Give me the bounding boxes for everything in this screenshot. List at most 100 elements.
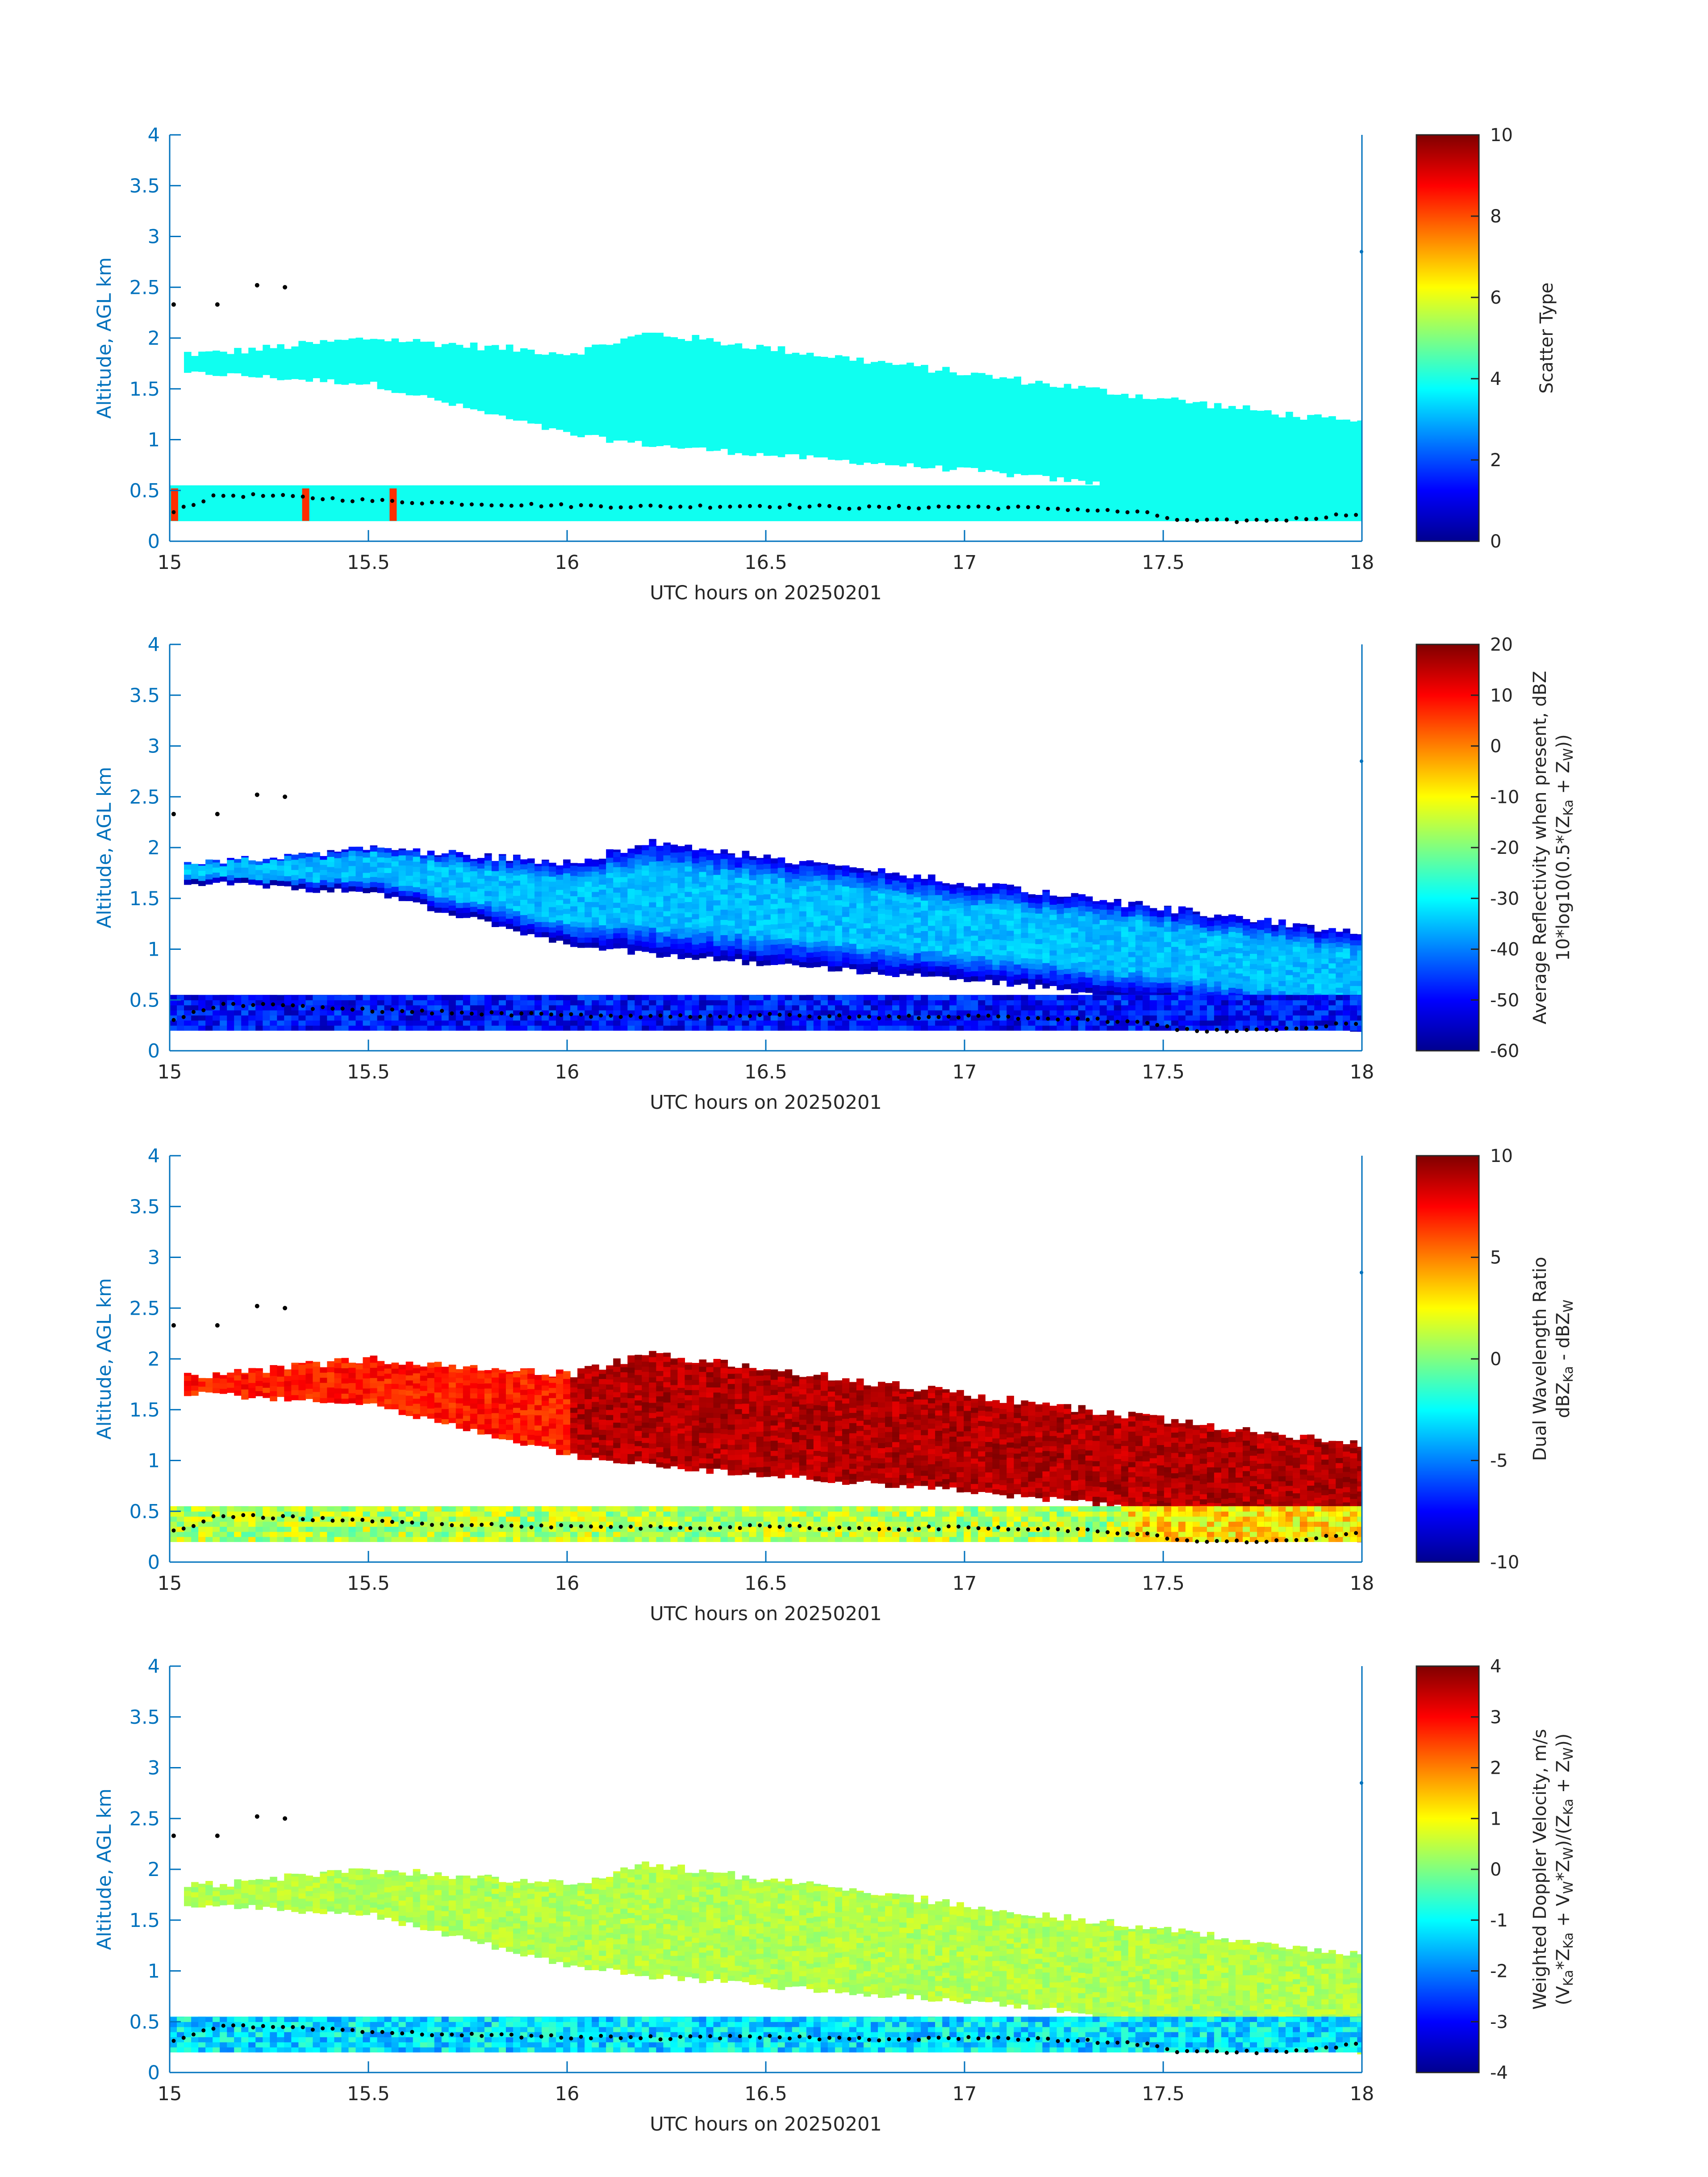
cloud-base-dot	[827, 2035, 831, 2040]
cloud-base-dot	[1175, 1538, 1179, 1542]
colorbar-tick-label: -60	[1490, 1041, 1519, 1061]
cloud-base-dot	[1254, 1540, 1259, 1544]
cloud-base-dot	[738, 2034, 742, 2039]
x-tick-label: 17.5	[1142, 1572, 1185, 1595]
y-tick-label: 2.5	[129, 1808, 160, 1830]
cloud-base-dot	[628, 2035, 633, 2039]
cloud-base-dot	[1016, 2038, 1020, 2042]
cloud-base-dots	[171, 250, 1363, 524]
cloud-base-dot	[489, 503, 494, 508]
cloud-base-dot	[1205, 1029, 1209, 1034]
x-tick-label: 15	[158, 2083, 182, 2105]
cloud-base-dot	[639, 504, 643, 508]
cloud-base-dot	[1294, 2048, 1299, 2052]
heatmap	[170, 839, 1362, 1032]
cloud-base-dot	[777, 505, 782, 510]
cloud-base-dot	[917, 2038, 921, 2042]
colorbar-label-formula: (VKa*ZKa + VW*ZW)/(ZKa + ZW))	[1553, 1734, 1576, 2006]
cloud-base-dot	[1026, 1527, 1030, 1532]
cloud-base-dot	[529, 1525, 534, 1529]
cloud-base-dot	[350, 1517, 355, 1522]
cloud-base-dot	[1284, 1026, 1289, 1031]
cloud-base-dot	[678, 2035, 683, 2039]
cloud-base-dot	[599, 504, 603, 509]
cloud-base-dot	[837, 506, 842, 510]
x-tick-label: 15.5	[347, 1061, 390, 1083]
cloud-base-dot	[1244, 2048, 1249, 2053]
subscript: W	[1561, 1881, 1576, 1894]
cloud-base-dot	[1125, 2040, 1130, 2044]
cloud-base-dot	[748, 1523, 752, 1527]
cloud-base-dot	[579, 1012, 583, 1017]
cloud-base-dot	[310, 2027, 315, 2032]
y-tick-label: 3.5	[129, 1706, 160, 1729]
x-tick-label: 18	[1350, 2083, 1374, 2105]
cloud-base-dot	[777, 1012, 782, 1017]
cloud-base-dot	[986, 1013, 990, 1018]
cloud-base-dot	[410, 1010, 414, 1014]
cloud-base-dot	[569, 1524, 573, 1528]
cloud-base-dot	[1344, 2042, 1348, 2047]
cloud-base-dot	[1105, 1530, 1110, 1534]
cloud-base-dot	[1334, 1534, 1338, 1538]
cloud-base-dot	[1354, 1022, 1358, 1026]
cloud-base-dot	[1115, 1531, 1120, 1536]
y-tick-label: 0.5	[129, 2011, 160, 2033]
cloud-base-dot	[1185, 2049, 1189, 2053]
cloud-base-dot	[787, 1523, 792, 1528]
cloud-base-dot	[480, 2034, 484, 2038]
high-dot	[215, 302, 220, 307]
cloud-base-dot	[1175, 2050, 1179, 2054]
cloud-base-dot	[847, 2037, 852, 2041]
cloud-base-dot	[917, 506, 921, 510]
cloud-base-dot	[718, 1015, 722, 1019]
y-axis-label: Altitude, AGL km	[93, 1278, 116, 1440]
cloud-base-dot	[1284, 1538, 1289, 1542]
x-tick-label: 17.5	[1142, 1061, 1185, 1083]
cloud-base-dot	[519, 1011, 524, 1015]
cloud-base-dot	[807, 504, 812, 509]
high-dot	[255, 283, 259, 288]
panel-4: 0 0.5 1 1.5 2 2.5 3 3.5 4 15 15.5 16 16.5 17 17.5 18 UTC…	[93, 1655, 1576, 2135]
cloud-base-dot	[1165, 2047, 1169, 2052]
cloud-base-dot	[787, 2036, 792, 2041]
formula-part: )/(Z	[1553, 1815, 1574, 1847]
cloud-base-dot	[1105, 508, 1110, 512]
cloud-base-dot	[549, 1525, 553, 1529]
cloud-base-dot	[1294, 1026, 1299, 1031]
cloud-base-dot	[430, 1011, 434, 1015]
x-tick-label: 17.5	[1142, 2083, 1185, 2105]
y-tick-label: 3	[148, 1247, 160, 1269]
cloud-base-dot	[1264, 2048, 1269, 2052]
cloud-base-dot	[1195, 518, 1199, 523]
cloud-base-dot	[281, 2025, 285, 2029]
cloud-base-dot	[648, 2034, 653, 2039]
x-tick-label: 17.5	[1142, 552, 1185, 574]
x-tick-label: 16.5	[744, 2083, 787, 2105]
cloud-base-dot	[191, 2032, 196, 2037]
cloud-base-dot	[837, 2035, 842, 2040]
cloud-base-dot	[400, 500, 405, 505]
cloud-base-dot	[906, 1014, 911, 1018]
cloud-base-dot	[241, 1004, 246, 1008]
cloud-base-dot	[390, 2031, 394, 2035]
x-tick-label: 15	[158, 1572, 182, 1595]
cloud-base-dot	[658, 504, 663, 508]
cloud-base-dot	[1354, 513, 1358, 517]
cloud-base-dot	[350, 2028, 355, 2032]
cloud-base-dot	[777, 1525, 782, 1529]
cloud-base-dot	[181, 505, 186, 509]
cloud-base-dot	[639, 2036, 643, 2040]
colorbar	[1416, 134, 1480, 542]
cloud-base-dot	[1125, 510, 1130, 514]
cloud-base-dot	[1135, 2043, 1140, 2047]
colorbar-tick-label: -2	[1490, 1961, 1508, 1982]
cloud-base-dot	[1215, 1028, 1219, 1032]
cloud-base-dot	[589, 1015, 593, 1019]
cloud-base-dot	[658, 1013, 663, 1018]
cloud-base-dot	[380, 1010, 384, 1014]
formula-part: ))	[1553, 734, 1574, 748]
cloud-base-dot	[321, 1005, 325, 1009]
cloud-base-dot	[1215, 2049, 1219, 2053]
cloud-base-dot	[400, 2031, 405, 2035]
